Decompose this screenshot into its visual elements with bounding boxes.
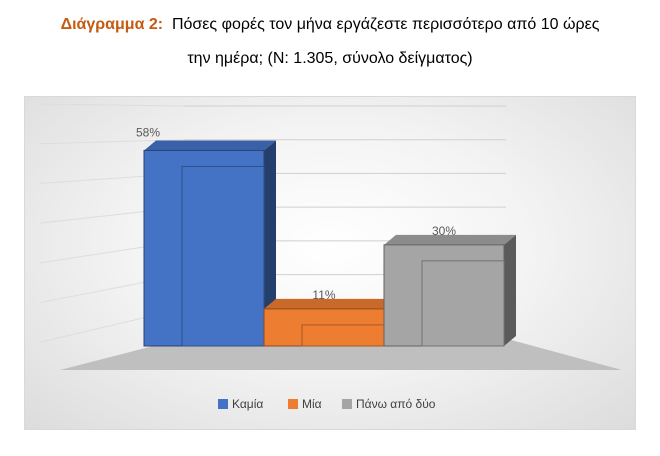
bar-inner-3 xyxy=(421,260,505,347)
bar-top-3 xyxy=(384,234,516,245)
data-labels: 58% 11% 30% xyxy=(136,125,456,301)
legend-label-3: Πάνω από δύο xyxy=(356,397,436,411)
bar-1 xyxy=(143,149,265,347)
legend: Καμία Μία Πάνω από δύο xyxy=(218,397,436,411)
legend-label-1: Καμία xyxy=(232,397,263,411)
bar-side-3 xyxy=(504,234,516,346)
data-label-1: 58% xyxy=(136,125,160,139)
gridline-side xyxy=(39,139,185,145)
chart-area xyxy=(24,96,636,430)
bar-side-1 xyxy=(264,140,276,346)
caption-text-line2: την ημέρα; (Ν: 1.305, σύνολο δείγματος) xyxy=(187,50,473,67)
bar-inner-1 xyxy=(181,165,265,347)
bar-top-1 xyxy=(144,140,276,151)
legend-swatch-3 xyxy=(342,399,352,409)
bar-2 xyxy=(263,308,385,347)
bar-top-2 xyxy=(264,298,396,309)
legend-swatch-1 xyxy=(218,399,228,409)
data-label-3: 30% xyxy=(432,224,456,238)
caption-text-line1: Πόσες φορές τον μήνα εργάζεστε περισσότε… xyxy=(171,16,600,33)
legend-swatch-2 xyxy=(288,399,298,409)
bars xyxy=(143,140,516,347)
caption-label: Διάγραμμα 2: xyxy=(60,16,164,33)
data-label-2: 11% xyxy=(312,288,335,302)
gridline-side xyxy=(39,103,185,107)
legend-label-2: Μία xyxy=(302,397,322,411)
figure-caption: Διάγραμμα 2: Πόσες φορές τον μήνα εργάζε… xyxy=(0,10,660,74)
bar-3 xyxy=(383,244,505,347)
